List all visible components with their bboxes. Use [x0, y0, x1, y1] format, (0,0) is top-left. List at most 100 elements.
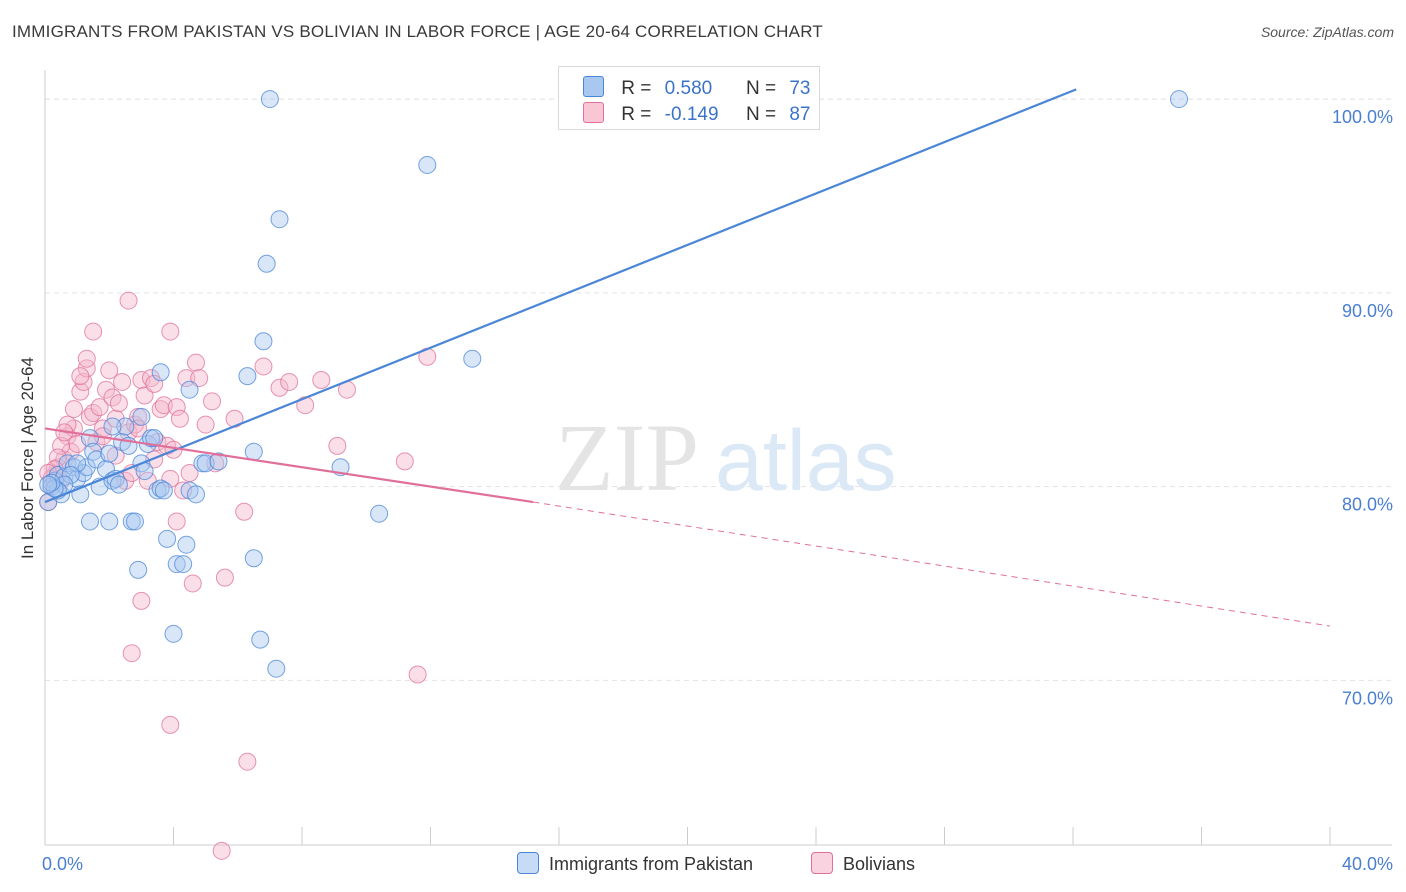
pakistan-point: [77, 458, 96, 477]
pakistan-point: [238, 367, 257, 386]
bolivians-point: [270, 378, 289, 397]
pakistan-point: [186, 485, 205, 504]
y-tick-label: 70.0%: [1342, 688, 1393, 708]
bolivians-point: [212, 841, 231, 860]
y-tick-label: 100.0%: [1332, 107, 1393, 127]
pakistan-point: [1170, 90, 1189, 109]
y-tick-label: 90.0%: [1342, 301, 1393, 321]
legend-row-pakistan: R = 0.580 N = 73: [583, 76, 810, 102]
pakistan-point: [209, 452, 228, 471]
tick-labels: 70.0% 80.0% 90.0% 100.0% 0.0% 40.0%: [42, 107, 1393, 874]
bolivians-point: [90, 398, 109, 417]
pakistan-point: [151, 363, 170, 382]
pakistan-point: [129, 560, 148, 579]
pakistan-point: [270, 210, 289, 229]
pakistan-point: [251, 630, 270, 649]
bolivians-point: [74, 372, 93, 391]
bolivians-point: [161, 469, 180, 488]
bolivians-point: [71, 367, 90, 386]
pakistan-point: [158, 529, 177, 548]
bolivians-point: [84, 322, 103, 341]
bolivians-point: [190, 369, 209, 388]
bolivians-point: [113, 372, 132, 391]
bolivians-point: [196, 415, 215, 434]
legend-r-label: R =: [621, 104, 652, 125]
bolivians-point: [135, 386, 154, 405]
pakistan-point: [418, 155, 437, 174]
legend-swatch-bolivians: [583, 102, 604, 123]
bolivians-point: [167, 398, 186, 417]
pakistan-point: [174, 555, 193, 574]
pakistan-point: [68, 454, 87, 473]
pakistan-point: [370, 504, 389, 523]
pakistan-point: [244, 549, 263, 568]
grid-lines: [45, 98, 1392, 681]
pakistan-point: [164, 624, 183, 643]
legend-item-pakistan: Immigrants from Pakistan: [517, 852, 753, 875]
chart-title: IMMIGRANTS FROM PAKISTAN VS BOLIVIAN IN …: [12, 22, 823, 41]
pakistan-point: [148, 481, 167, 500]
pakistan-point: [177, 535, 196, 554]
bolivians-point: [142, 369, 161, 388]
watermark-atlas: atlas: [715, 413, 897, 509]
legend-n-label: N =: [745, 78, 777, 99]
legend-r-value: 0.580: [664, 78, 713, 99]
pakistan-point: [100, 444, 119, 463]
watermark-zip: ZIP: [555, 404, 699, 511]
legend-swatch-pakistan: [517, 852, 539, 874]
legend-label: Bolivians: [843, 854, 916, 874]
pakistan-points: [39, 90, 1189, 678]
legend-label: Immigrants from Pakistan: [549, 854, 754, 874]
legend-n-value: 73: [789, 78, 811, 99]
bolivians-point: [296, 396, 315, 415]
bolivians-point: [183, 574, 202, 593]
x-tick-label-max: 40.0%: [1342, 854, 1393, 874]
bolivians-point: [395, 452, 414, 471]
pakistan-point: [39, 475, 58, 494]
legend-row-bolivians: R = -0.149 N = 87: [583, 102, 810, 128]
pakistan-point: [103, 417, 122, 436]
correlation-legend: R = 0.580 N = 73 R = -0.149 N = 87: [558, 66, 820, 130]
bolivians-point: [203, 392, 222, 411]
bolivians-point: [122, 644, 141, 663]
bolivians-point: [71, 382, 90, 401]
pakistan-point: [109, 475, 128, 494]
pakistan-point: [132, 407, 151, 426]
legend-swatch-bolivians: [811, 852, 833, 874]
pakistan-point: [151, 479, 170, 498]
bolivians-point: [52, 436, 71, 455]
pakistan-point: [125, 512, 144, 531]
pakistan-point: [257, 254, 276, 273]
watermark: ZIP atlas: [555, 404, 897, 511]
legend-n-label: N =: [745, 104, 777, 125]
legend-swatch-pakistan: [583, 76, 604, 97]
bolivians-trend-extension: [533, 501, 1331, 627]
bolivians-point: [109, 394, 128, 413]
bolivians-point: [145, 374, 164, 393]
bolivians-point: [238, 752, 257, 771]
bolivians-point: [170, 409, 189, 428]
bolivians-trend-line: [44, 427, 534, 504]
bolivians-point: [64, 400, 83, 419]
axes: [44, 70, 1392, 846]
pakistan-point: [80, 512, 99, 531]
pakistan-point: [463, 349, 482, 368]
bolivians-point: [177, 369, 196, 388]
legend-r-label: R =: [621, 78, 652, 99]
pakistan-trend-line: [44, 88, 1077, 504]
bolivians-point: [167, 512, 186, 531]
pakistan-point: [42, 473, 61, 492]
bolivians-point: [328, 436, 347, 455]
bolivians-point: [254, 357, 273, 376]
pakistan-point: [180, 380, 199, 399]
legend-r-value: -0.149: [664, 104, 719, 125]
pakistan-point: [244, 442, 263, 461]
pakistan-point: [145, 429, 164, 448]
x-tick-label-min: 0.0%: [42, 854, 83, 874]
legend-item-bolivians: Bolivians: [811, 852, 915, 875]
bolivians-point: [119, 291, 138, 310]
pakistan-point: [61, 465, 80, 484]
bolivians-point: [77, 349, 96, 368]
pakistan-point: [254, 332, 273, 351]
